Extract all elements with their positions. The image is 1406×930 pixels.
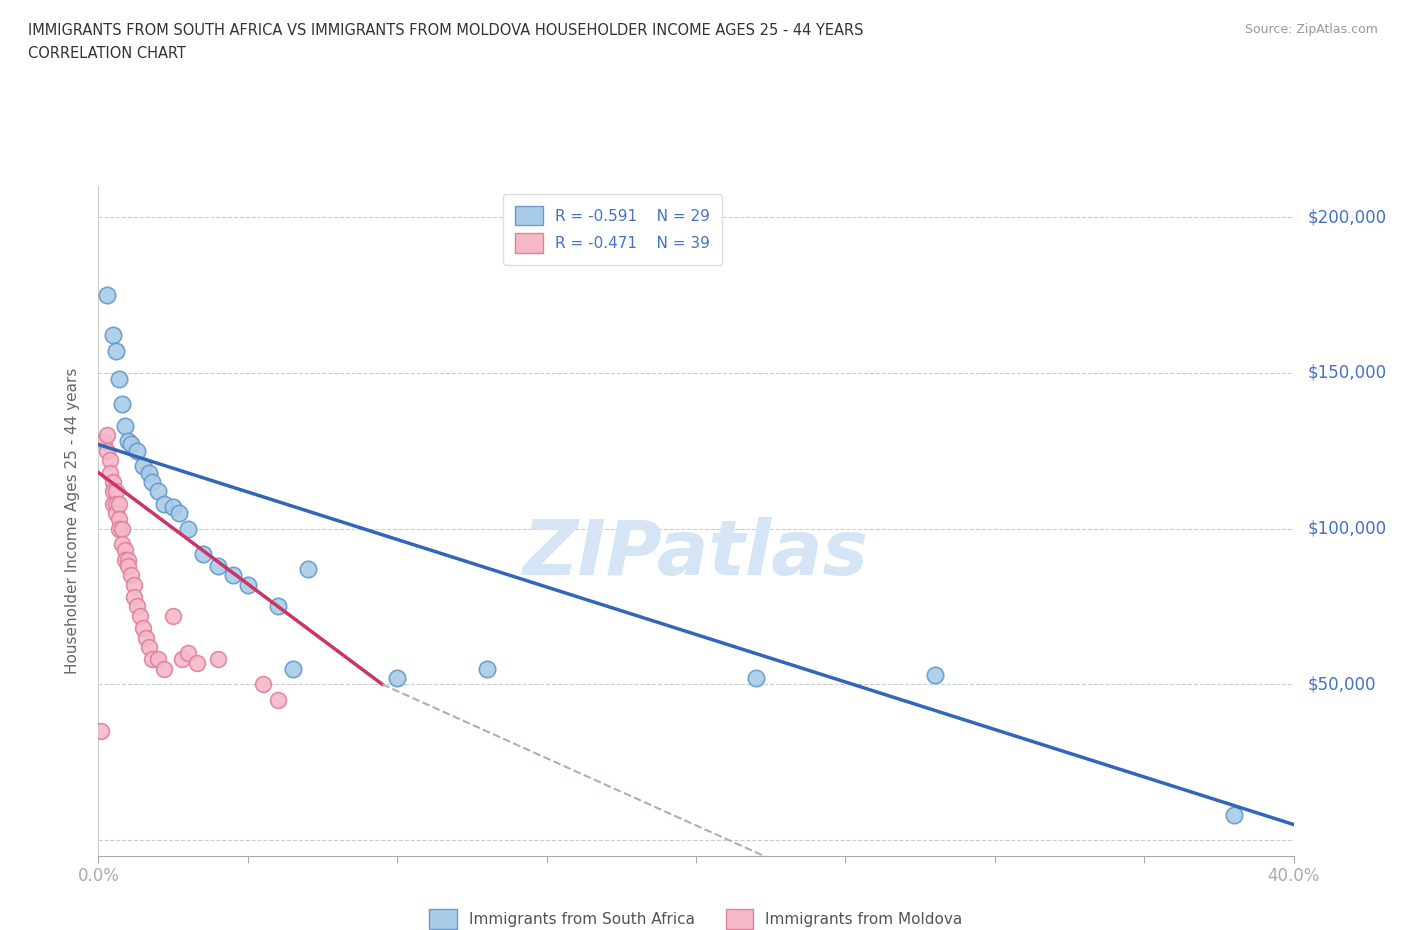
Point (177, 521, 200, 536)
Point (281, 661, 304, 676)
Point (745, 671, 768, 685)
Point (111, 521, 134, 536)
Point (108, 512, 131, 526)
Point (117, 434, 139, 449)
Point (162, 608, 184, 623)
Text: ZIPatlas: ZIPatlas (523, 517, 869, 591)
Point (138, 640, 160, 655)
Point (98, 465, 122, 480)
Text: $50,000: $50,000 (1308, 675, 1376, 693)
Point (267, 599, 290, 614)
Point (924, 668, 946, 683)
Point (117, 559, 139, 574)
Point (90, 724, 112, 738)
Point (127, 599, 149, 614)
Point (96, 428, 118, 443)
Point (114, 418, 136, 433)
Point (167, 506, 190, 521)
Y-axis label: Householder Income Ages 25 - 44 years: Householder Income Ages 25 - 44 years (65, 367, 80, 674)
Point (172, 652, 194, 667)
Point (120, 437, 142, 452)
Point (236, 578, 259, 592)
Point (108, 497, 131, 512)
Point (96, 444, 118, 458)
Point (297, 562, 319, 577)
Point (135, 631, 157, 645)
Point (105, 343, 128, 358)
Point (148, 652, 170, 667)
Point (267, 693, 290, 708)
Point (124, 590, 146, 604)
Point (186, 655, 208, 670)
Point (93, 434, 115, 449)
Point (222, 568, 245, 583)
Point (105, 506, 128, 521)
Point (132, 458, 155, 473)
Point (108, 372, 131, 387)
Point (132, 621, 155, 636)
Point (103, 484, 125, 498)
Point (475, 661, 498, 676)
Text: IMMIGRANTS FROM SOUTH AFRICA VS IMMIGRANTS FROM MOLDOVA HOUSEHOLDER INCOME AGES : IMMIGRANTS FROM SOUTH AFRICA VS IMMIGRAN… (28, 23, 863, 38)
Point (114, 552, 136, 567)
Point (207, 652, 229, 667)
Point (120, 568, 142, 583)
Point (111, 537, 134, 551)
Text: $150,000: $150,000 (1308, 364, 1386, 382)
Text: $200,000: $200,000 (1308, 208, 1386, 226)
Point (129, 608, 152, 623)
Text: $100,000: $100,000 (1308, 520, 1386, 538)
Point (111, 396, 134, 411)
Point (1223, 807, 1246, 822)
Text: Source: ZipAtlas.com: Source: ZipAtlas.com (1244, 23, 1378, 36)
Point (252, 677, 274, 692)
Point (96, 287, 118, 302)
Point (153, 497, 176, 512)
Point (103, 474, 125, 489)
Text: CORRELATION CHART: CORRELATION CHART (28, 46, 186, 61)
Point (105, 484, 128, 498)
Point (191, 546, 214, 561)
Point (127, 444, 149, 458)
Legend: Immigrants from South Africa, Immigrants from Moldova: Immigrants from South Africa, Immigrants… (423, 903, 969, 930)
Point (98, 453, 122, 468)
Point (153, 661, 176, 676)
Point (148, 484, 170, 498)
Point (108, 521, 131, 536)
Point (141, 652, 163, 667)
Point (117, 552, 139, 567)
Point (124, 578, 146, 592)
Point (103, 328, 125, 343)
Point (385, 671, 409, 685)
Point (177, 645, 200, 660)
Point (207, 559, 229, 574)
Point (114, 543, 136, 558)
Point (141, 474, 163, 489)
Point (138, 465, 160, 480)
Point (103, 497, 125, 512)
Point (105, 497, 128, 512)
Point (162, 499, 184, 514)
